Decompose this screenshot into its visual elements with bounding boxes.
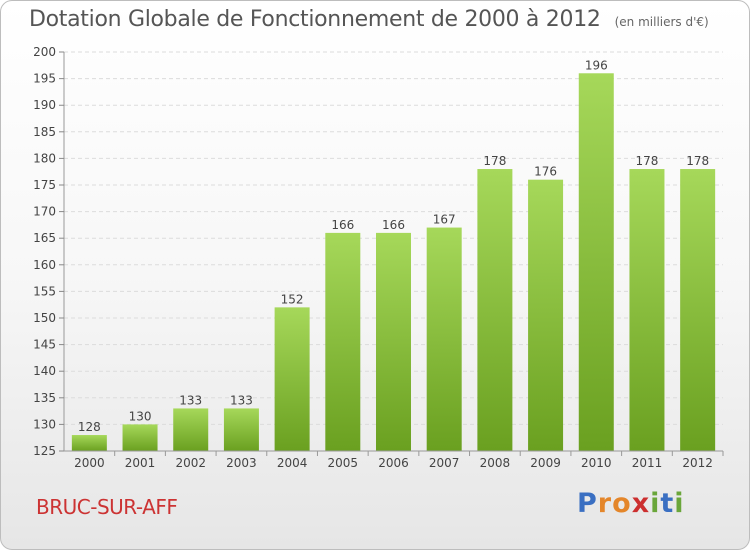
x-tick-label: 2010 xyxy=(581,456,612,470)
chart-subtitle: (en milliers d'€) xyxy=(614,15,709,29)
y-tick-label: 145 xyxy=(33,338,56,352)
bar-2009 xyxy=(528,179,564,451)
data-label: 133 xyxy=(230,393,253,407)
x-tick-label: 2006 xyxy=(378,456,409,470)
y-tick-label: 195 xyxy=(33,72,56,86)
proxiti-logo: Proxiti xyxy=(577,488,685,519)
bar-2005 xyxy=(325,232,361,451)
y-tick-label: 130 xyxy=(33,417,56,431)
bar-2012 xyxy=(680,169,716,452)
bar-2003 xyxy=(223,408,259,451)
y-tick-label: 140 xyxy=(33,364,56,378)
x-tick-label: 2005 xyxy=(328,456,359,470)
x-tick-label: 2003 xyxy=(226,456,257,470)
data-label: 152 xyxy=(281,292,304,306)
y-tick-label: 160 xyxy=(33,258,56,272)
logo-letter: x xyxy=(631,488,651,519)
x-tick-label: 2007 xyxy=(429,456,460,470)
bar-2010 xyxy=(578,73,614,451)
bars xyxy=(71,73,716,452)
bar-2001 xyxy=(122,424,158,451)
data-label: 178 xyxy=(636,154,659,168)
logo-letter: o xyxy=(612,488,632,519)
data-label: 133 xyxy=(179,393,202,407)
data-labels: 128 130 133 133 152 166 166 167 178 176 196 178 178 xyxy=(78,58,709,434)
y-tick-label: 135 xyxy=(33,391,56,405)
y-tick-label: 150 xyxy=(33,311,56,325)
x-tick-label: 2011 xyxy=(632,456,663,470)
data-label: 166 xyxy=(331,218,354,232)
y-tick-label: 180 xyxy=(33,151,56,165)
data-label: 166 xyxy=(382,218,405,232)
logo-letter: i xyxy=(650,488,661,519)
data-label: 128 xyxy=(78,420,101,434)
title-text: Dotation Globale de Fonctionnement de 20… xyxy=(29,7,601,32)
y-tick-label: 155 xyxy=(33,284,56,298)
y-tick-label: 170 xyxy=(33,205,56,219)
x-tick-label: 2008 xyxy=(480,456,511,470)
x-tick-label: 2009 xyxy=(530,456,561,470)
y-tick-label: 185 xyxy=(33,125,56,139)
bar-2006 xyxy=(376,232,411,451)
x-tick-labels: 2000 2001 2002 2003 2004 2005 2006 2007 2008 2009… xyxy=(74,451,724,470)
logo-letter: i xyxy=(674,488,685,519)
y-tick-label: 200 xyxy=(33,45,56,59)
y-tick-labels: 125 130 135 140 145 150 155 160 165 170 175 180 185 1… xyxy=(33,45,64,458)
y-tick-label: 165 xyxy=(33,231,56,245)
data-label: 196 xyxy=(585,58,608,72)
y-tick-label: 190 xyxy=(33,98,56,112)
logo-letter: P xyxy=(577,488,598,519)
bar-2007 xyxy=(426,227,462,451)
bar-2011 xyxy=(629,169,665,452)
chart-title: Dotation Globale de Fonctionnement de 20… xyxy=(29,7,709,32)
y-tick-label: 125 xyxy=(33,444,56,458)
axes xyxy=(63,52,723,452)
data-label: 130 xyxy=(129,409,152,423)
data-label: 167 xyxy=(433,213,456,227)
bar-2004 xyxy=(274,307,310,451)
x-tick-label: 2002 xyxy=(175,456,206,470)
data-label: 178 xyxy=(483,154,506,168)
logo-letter: r xyxy=(597,488,613,519)
commune-name: BRUC-SUR-AFF xyxy=(36,495,178,519)
y-tick-label: 175 xyxy=(33,178,56,192)
x-tick-label: 2001 xyxy=(125,456,156,470)
x-tick-label: 2004 xyxy=(277,456,308,470)
x-tick-label: 2000 xyxy=(74,456,105,470)
bar-2000 xyxy=(71,435,107,451)
bar-2002 xyxy=(173,408,209,451)
data-label: 176 xyxy=(534,165,557,179)
bar-2008 xyxy=(477,169,513,452)
data-label: 178 xyxy=(686,154,709,168)
x-tick-label: 2012 xyxy=(682,456,713,470)
logo-letter: t xyxy=(660,488,675,519)
